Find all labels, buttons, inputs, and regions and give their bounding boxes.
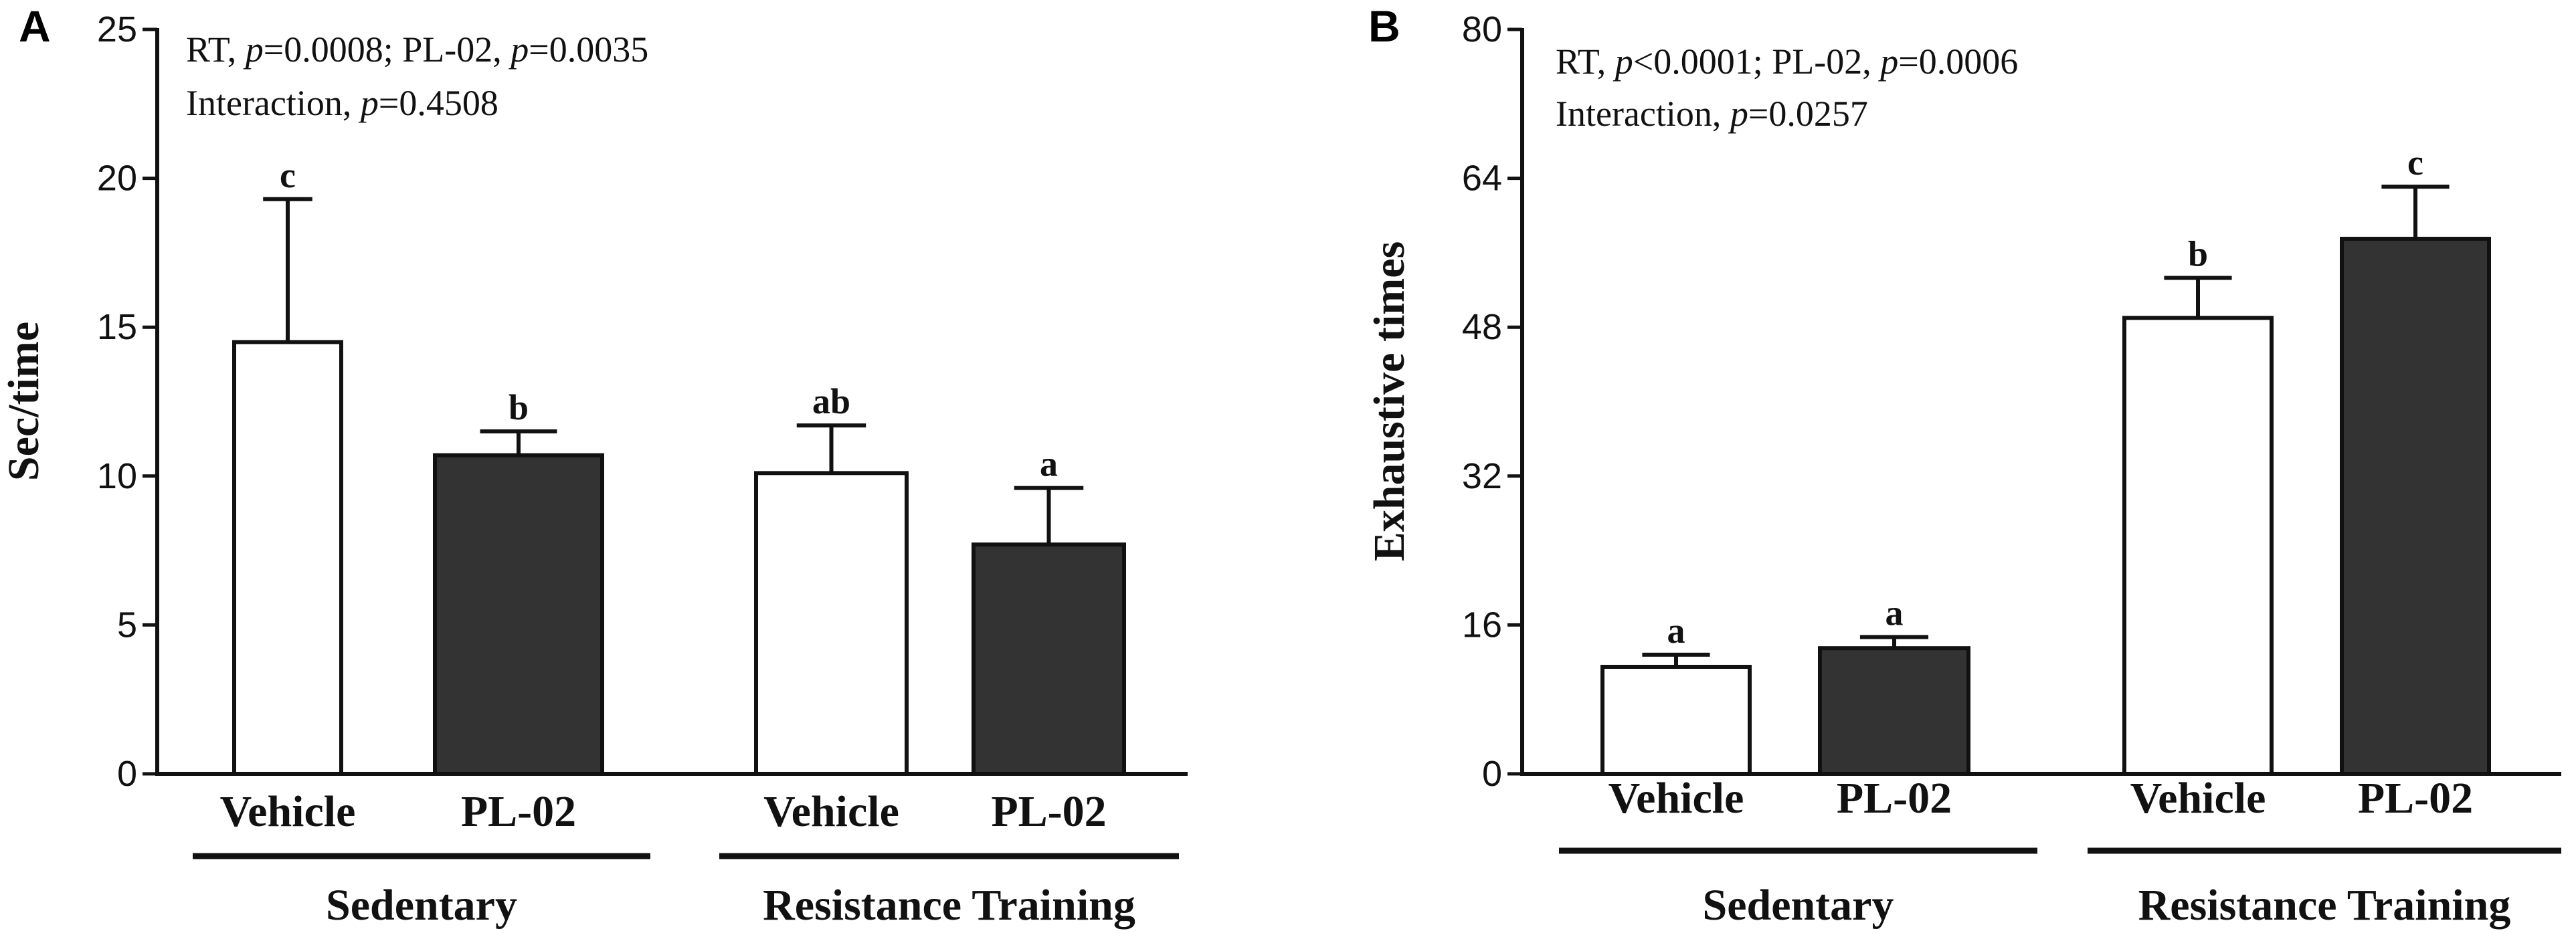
bar-vehicle bbox=[754, 471, 909, 776]
annotation-text: =0.0035 bbox=[529, 29, 648, 70]
y-tick-label: 48 bbox=[1462, 307, 1502, 347]
significance-letter: b bbox=[509, 387, 529, 427]
y-axis-label: Sec/time bbox=[0, 322, 48, 481]
stat-annotation-1: RT, p=0.0008; PL-02, p=0.0035 bbox=[186, 29, 648, 70]
annotation-text: RT, bbox=[1556, 41, 1615, 82]
category-label: Vehicle bbox=[1608, 774, 1744, 823]
panel-a: A 0 5 10 15 20 25 Sec/time RT, p=0.0008; PL-02, … bbox=[0, 1, 1188, 930]
y-axis-label: Exhaustive times bbox=[1365, 241, 1414, 562]
p-symbol: p bbox=[358, 83, 379, 123]
significance-letter: ab bbox=[812, 381, 850, 421]
bar-pl-02 bbox=[1818, 646, 1970, 776]
bar-vehicle bbox=[1600, 665, 1752, 776]
group-label: Sedentary bbox=[1703, 881, 1894, 930]
p-symbol: p bbox=[1613, 41, 1633, 82]
group-label: Resistance Training bbox=[763, 881, 1135, 930]
stat-annotation-2: Interaction, p=0.0257 bbox=[1556, 94, 1868, 134]
annotation-text: =0.0257 bbox=[1748, 94, 1868, 134]
annotation-text: =0.0008; PL-02, bbox=[264, 29, 511, 70]
bar-vehicle bbox=[2122, 316, 2274, 776]
p-symbol: p bbox=[508, 29, 529, 70]
significance-letter: c bbox=[280, 155, 296, 195]
y-tick-label: 10 bbox=[97, 456, 137, 496]
significance-letter: c bbox=[2407, 142, 2423, 183]
p-symbol: p bbox=[243, 29, 264, 70]
significance-letter: a bbox=[1885, 593, 1904, 633]
stat-annotation-2: Interaction, p=0.4508 bbox=[186, 83, 498, 123]
category-label: PL-02 bbox=[991, 787, 1106, 836]
category-label: Vehicle bbox=[2130, 774, 2266, 823]
annotation-text: =0.0006 bbox=[1898, 41, 2018, 82]
significance-letter: a bbox=[1040, 444, 1058, 484]
annotation-text: Interaction, bbox=[186, 83, 361, 123]
panel-label: B bbox=[1368, 1, 1400, 51]
annotation-text: RT, bbox=[186, 29, 246, 70]
category-label: Vehicle bbox=[220, 787, 356, 836]
stat-annotation-1: RT, p<0.0001; PL-02, p=0.0006 bbox=[1556, 41, 2018, 82]
y-tick-label: 15 bbox=[97, 307, 137, 347]
y-tick-label: 0 bbox=[117, 754, 137, 794]
panel-label: A bbox=[19, 1, 51, 51]
y-tick-label: 5 bbox=[117, 605, 137, 645]
bar-pl-02 bbox=[433, 453, 604, 776]
y-tick-label: 80 bbox=[1462, 9, 1502, 49]
group-label: Resistance Training bbox=[2138, 881, 2511, 930]
category-label: PL-02 bbox=[1837, 774, 1952, 823]
p-symbol: p bbox=[1877, 41, 1898, 82]
p-symbol: p bbox=[1728, 94, 1748, 134]
significance-letter: a bbox=[1667, 611, 1685, 651]
y-tick-label: 64 bbox=[1462, 159, 1502, 199]
category-label: PL-02 bbox=[461, 787, 576, 836]
annotation-text: Interaction, bbox=[1556, 94, 1730, 134]
group-label: Sedentary bbox=[326, 881, 517, 930]
y-tick-label: 16 bbox=[1462, 605, 1502, 645]
significance-letter: b bbox=[2188, 233, 2208, 274]
annotation-text: =0.4508 bbox=[379, 83, 498, 123]
bar-vehicle bbox=[232, 340, 343, 776]
category-label: Vehicle bbox=[763, 787, 899, 836]
category-label: PL-02 bbox=[2358, 774, 2473, 823]
y-tick-label: 25 bbox=[97, 9, 137, 49]
y-tick-label: 32 bbox=[1462, 456, 1502, 496]
y-tick-label: 0 bbox=[1482, 754, 1502, 794]
bar-pl-02 bbox=[972, 542, 1126, 776]
bar-pl-02 bbox=[2340, 237, 2491, 776]
y-tick-label: 20 bbox=[97, 159, 137, 199]
annotation-text: <0.0001; PL-02, bbox=[1633, 41, 1880, 82]
